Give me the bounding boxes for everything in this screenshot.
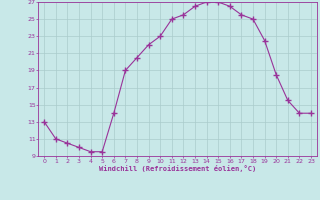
X-axis label: Windchill (Refroidissement éolien,°C): Windchill (Refroidissement éolien,°C) (99, 165, 256, 172)
